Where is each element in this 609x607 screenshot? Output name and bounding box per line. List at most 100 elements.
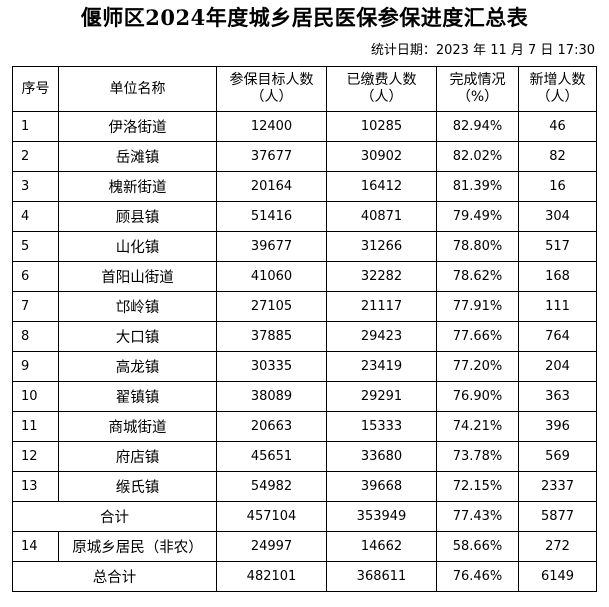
- table-row: 9 高龙镇 30335 23419 77.20% 204: [12, 351, 597, 382]
- cell-target: 41060: [216, 261, 327, 292]
- cell-new: 2337: [518, 471, 597, 502]
- cell-rate: 82.02%: [436, 141, 519, 172]
- header-new-unit: （人）: [536, 89, 579, 105]
- cell-unit-name: 原城乡居民（非农）: [58, 531, 217, 562]
- cell-rate: 73.78%: [436, 441, 519, 472]
- cell-paid: 31266: [326, 231, 437, 262]
- cell-paid: 33680: [326, 441, 437, 472]
- cell-rate: 76.90%: [436, 381, 519, 412]
- page-title: 偃师区2024年度城乡居民医保参保进度汇总表: [80, 5, 529, 30]
- cell-paid: 29291: [326, 381, 437, 412]
- cell-paid: 32282: [326, 261, 437, 292]
- cell-rate: 78.80%: [436, 231, 519, 262]
- cell-paid: 16412: [326, 171, 437, 202]
- cell-rate: 81.39%: [436, 171, 519, 202]
- header-rate-unit: （%）: [456, 89, 499, 105]
- cell-index: 14: [12, 531, 59, 562]
- table-row: 10 翟镇镇 38089 29291 76.90% 363: [12, 381, 597, 412]
- cell-target: 12400: [216, 111, 327, 142]
- cell-index: 13: [12, 471, 59, 502]
- table-row: 13 缑氏镇 54982 39668 72.15% 2337: [12, 471, 597, 502]
- cell-index: 12: [12, 441, 59, 472]
- cell-target: 20663: [216, 411, 327, 442]
- cell-unit-name: 伊洛街道: [58, 111, 217, 142]
- table-row: 12 府店镇 45651 33680 73.78% 569: [12, 441, 597, 472]
- cell-paid: 10285: [326, 111, 437, 142]
- cell-new: 204: [518, 351, 597, 382]
- cell-target: 51416: [216, 201, 327, 232]
- table-row: 4 顾县镇 51416 40871 79.49% 304: [12, 201, 597, 232]
- cell-target: 45651: [216, 441, 327, 472]
- cell-new: 304: [518, 201, 597, 232]
- cell-unit-name: 岳滩镇: [58, 141, 217, 172]
- cell-rate: 77.20%: [436, 351, 519, 382]
- cell-new: 111: [518, 291, 597, 322]
- table-row: 1 伊洛街道 12400 10285 82.94% 46: [12, 111, 597, 142]
- cell-paid: 21117: [326, 291, 437, 322]
- header-target-unit: （人）: [250, 89, 293, 105]
- cell-paid: 40871: [326, 201, 437, 232]
- cell-unit-name: 府店镇: [58, 441, 217, 472]
- table-row: 2 岳滩镇 37677 30902 82.02% 82: [12, 141, 597, 172]
- cell-paid: 14662: [326, 531, 437, 562]
- header-unit-name: 单位名称: [58, 66, 217, 112]
- table-row: 7 邙岭镇 27105 21117 77.91% 111: [12, 291, 597, 322]
- header-new: 新增人数 （人）: [518, 66, 597, 112]
- cell-unit-name: 大口镇: [58, 321, 217, 352]
- cell-unit-name: 首阳山街道: [58, 261, 217, 292]
- cell-unit-name: 翟镇镇: [58, 381, 217, 412]
- cell-target: 38089: [216, 381, 327, 412]
- cell-rate: 79.49%: [436, 201, 519, 232]
- cell-index: 3: [12, 171, 59, 202]
- table-row: 11 商城街道 20663 15333 74.21% 396: [12, 411, 597, 442]
- extra-row: 14 原城乡居民（非农） 24997 14662 58.66% 272: [12, 531, 597, 562]
- cell-target: 20164: [216, 171, 327, 202]
- header-paid-main: 已缴费人数: [346, 72, 417, 88]
- cell-index: 6: [12, 261, 59, 292]
- grand-total-paid: 368611: [326, 561, 437, 592]
- cell-target: 54982: [216, 471, 327, 502]
- cell-unit-name: 高龙镇: [58, 351, 217, 382]
- cell-new: 82: [518, 141, 597, 172]
- cell-unit-name: 邙岭镇: [58, 291, 217, 322]
- cell-unit-name: 山化镇: [58, 231, 217, 262]
- table-row: 8 大口镇 37885 29423 77.66% 764: [12, 321, 597, 352]
- cell-new: 46: [518, 111, 597, 142]
- grand-total-rate: 76.46%: [436, 561, 519, 592]
- table-row: 3 槐新街道 20164 16412 81.39% 16: [12, 171, 597, 202]
- cell-paid: 23419: [326, 351, 437, 382]
- header-row: 序号 单位名称 参保目标人数 （人） 已缴费人数 （人） 完成情况 （%） 新增…: [12, 66, 597, 112]
- cell-rate: 72.15%: [436, 471, 519, 502]
- cell-rate: 58.66%: [436, 531, 519, 562]
- cell-new: 569: [518, 441, 597, 472]
- cell-new: 272: [518, 531, 597, 562]
- cell-target: 37677: [216, 141, 327, 172]
- cell-rate: 78.62%: [436, 261, 519, 292]
- cell-index: 2: [12, 141, 59, 172]
- table-row: 6 首阳山街道 41060 32282 78.62% 168: [12, 261, 597, 292]
- cell-paid: 39668: [326, 471, 437, 502]
- cell-paid: 29423: [326, 321, 437, 352]
- cell-new: 168: [518, 261, 597, 292]
- cell-index: 1: [12, 111, 59, 142]
- cell-target: 37885: [216, 321, 327, 352]
- table-body: 1 伊洛街道 12400 10285 82.94% 46 2 岳滩镇 37677 30902 82…: [12, 111, 597, 592]
- cell-new: 764: [518, 321, 597, 352]
- cell-new: 396: [518, 411, 597, 442]
- header-new-main: 新增人数: [529, 72, 586, 88]
- subtotal-target: 457104: [216, 501, 327, 532]
- grand-total-label: 总合计: [12, 561, 217, 592]
- cell-rate: 74.21%: [436, 411, 519, 442]
- cell-unit-name: 商城街道: [58, 411, 217, 442]
- header-index: 序号: [12, 66, 59, 112]
- cell-index: 5: [12, 231, 59, 262]
- cell-index: 10: [12, 381, 59, 412]
- cell-rate: 77.66%: [436, 321, 519, 352]
- cell-new: 16: [518, 171, 597, 202]
- cell-index: 8: [12, 321, 59, 352]
- cell-rate: 77.91%: [436, 291, 519, 322]
- header-target: 参保目标人数 （人）: [216, 66, 327, 112]
- cell-unit-name: 缑氏镇: [58, 471, 217, 502]
- cell-target: 39677: [216, 231, 327, 262]
- header-rate-main: 完成情况: [449, 72, 506, 88]
